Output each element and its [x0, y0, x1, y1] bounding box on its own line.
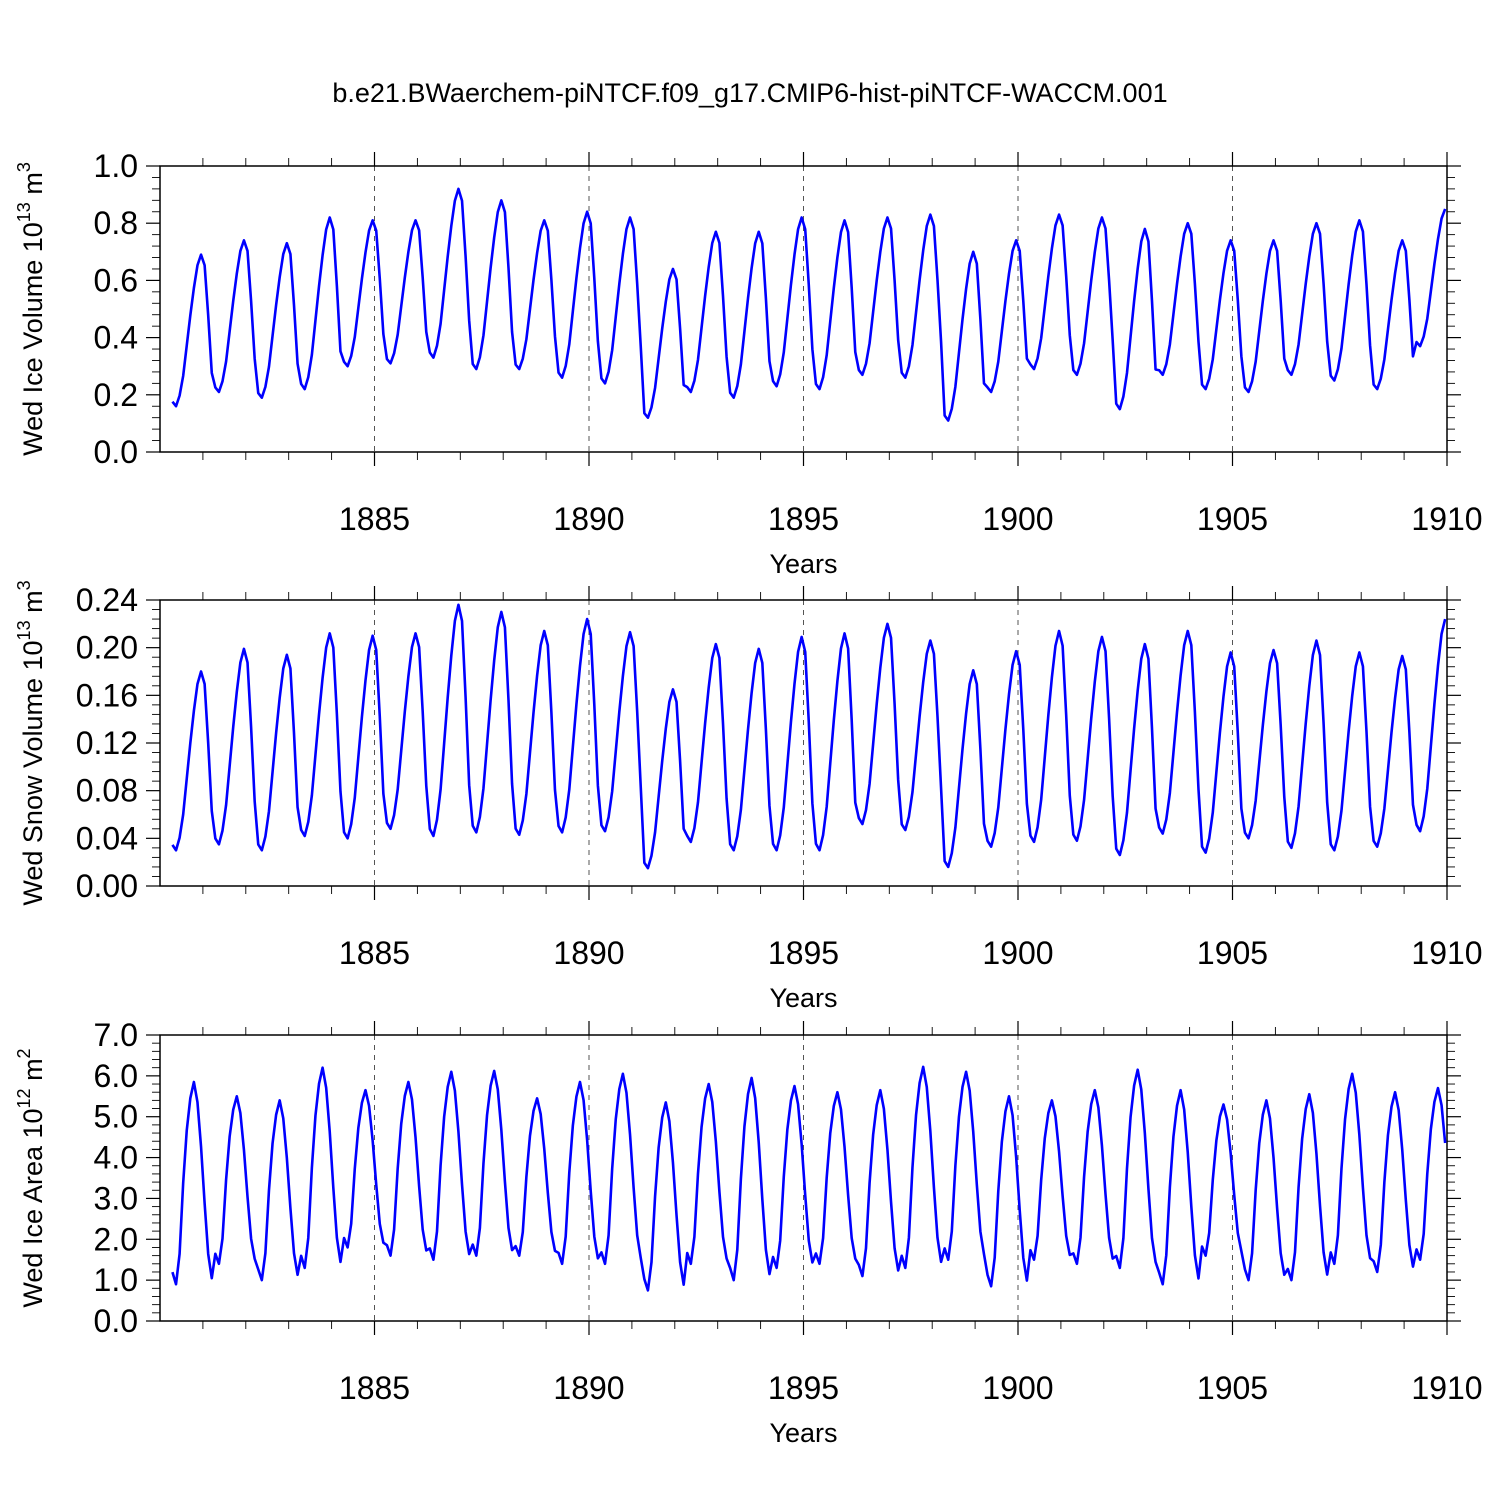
x-tick-label: 1905: [1197, 501, 1268, 537]
y-axis-label-unit-exponent: 2: [14, 1048, 34, 1058]
y-tick-label: 0.24: [76, 582, 138, 618]
y-axis-label: Wed Snow Volume 1013 m3: [14, 580, 48, 905]
x-tick-label: 1910: [1411, 501, 1482, 537]
y-tick-label: 3.0: [94, 1180, 138, 1216]
y-axis-label-exponent: 13: [14, 620, 34, 640]
y-axis-label-unit: m: [18, 1058, 48, 1088]
x-tick-label: 1885: [339, 1370, 410, 1406]
y-tick-label: 2.0: [94, 1221, 138, 1257]
y-tick-label: 6.0: [94, 1058, 138, 1094]
panel-ice-area: 0.0 1.0 2.0 3.0 4.0 5.0 6.0 7.0 1885 1890 1895 1900…: [14, 1017, 1483, 1448]
y-tick-label: 0.08: [76, 773, 138, 809]
y-tick-label: 0.12: [76, 725, 138, 761]
y-axis-label: Wed Ice Area 1012 m2: [14, 1048, 48, 1307]
y-axis-label-text: Wed Ice Area 10: [18, 1108, 48, 1307]
series-line: [171, 187, 1447, 422]
panel-snow-volume: 0.00 0.04 0.08 0.12 0.16 0.20 0.24 1885 1890 1895…: [14, 580, 1483, 1013]
x-tick-label: 1885: [339, 501, 410, 537]
y-axis-label-unit-exponent: 3: [14, 580, 34, 590]
x-tick-label: 1910: [1411, 1370, 1482, 1406]
x-tick-label: 1890: [553, 501, 624, 537]
y-tick-label: 1.0: [94, 148, 138, 184]
series-line: [171, 1065, 1447, 1292]
y-tick-label: 0.0: [94, 1303, 138, 1339]
y-tick-label: 0.0: [94, 434, 138, 470]
x-tick-label: 1910: [1411, 935, 1482, 971]
x-axis-label: Years: [769, 549, 837, 579]
x-axis-label: Years: [769, 983, 837, 1013]
panel-ice-volume: 0.0 0.2 0.4 0.6 0.8 1.0 1885 1890 1895 1900 1905 19…: [14, 148, 1483, 579]
y-axis-label-text: Wed Snow Volume 10: [18, 640, 48, 905]
x-tick-label: 1900: [982, 501, 1053, 537]
y-tick-label: 5.0: [94, 1099, 138, 1135]
y-tick-label: 0.4: [94, 320, 138, 356]
y-tick-label: 0.8: [94, 205, 138, 241]
figure-title: b.e21.BWaerchem-piNTCF.f09_g17.CMIP6-his…: [332, 78, 1167, 108]
y-axis-label-text: Wed Ice Volume 10: [18, 222, 48, 456]
y-axis-label: Wed Ice Volume 1013 m3: [14, 162, 48, 456]
x-tick-label: 1905: [1197, 1370, 1268, 1406]
y-tick-label: 0.16: [76, 677, 138, 713]
y-axis-label-exponent: 12: [14, 1088, 34, 1108]
y-tick-label: 1.0: [94, 1262, 138, 1298]
y-tick-label: 0.2: [94, 377, 138, 413]
y-tick-label: 4.0: [94, 1140, 138, 1176]
x-tick-label: 1895: [768, 1370, 839, 1406]
y-tick-label: 7.0: [94, 1017, 138, 1053]
x-tick-label: 1905: [1197, 935, 1268, 971]
x-tick-label: 1895: [768, 501, 839, 537]
y-axis-label-unit: m: [18, 172, 48, 202]
y-tick-label: 0.00: [76, 868, 138, 904]
y-axis-label-unit-exponent: 3: [14, 162, 34, 172]
series-line: [171, 603, 1447, 870]
x-tick-label: 1900: [982, 935, 1053, 971]
y-axis-label-exponent: 13: [14, 202, 34, 222]
x-tick-label: 1895: [768, 935, 839, 971]
y-axis-label-unit: m: [18, 590, 48, 620]
y-tick-label: 0.6: [94, 262, 138, 298]
x-tick-label: 1890: [553, 1370, 624, 1406]
y-tick-label: 0.20: [76, 630, 138, 666]
x-tick-label: 1890: [553, 935, 624, 971]
y-tick-label: 0.04: [76, 820, 138, 856]
x-axis-label: Years: [769, 1418, 837, 1448]
x-tick-label: 1900: [982, 1370, 1053, 1406]
x-tick-label: 1885: [339, 935, 410, 971]
